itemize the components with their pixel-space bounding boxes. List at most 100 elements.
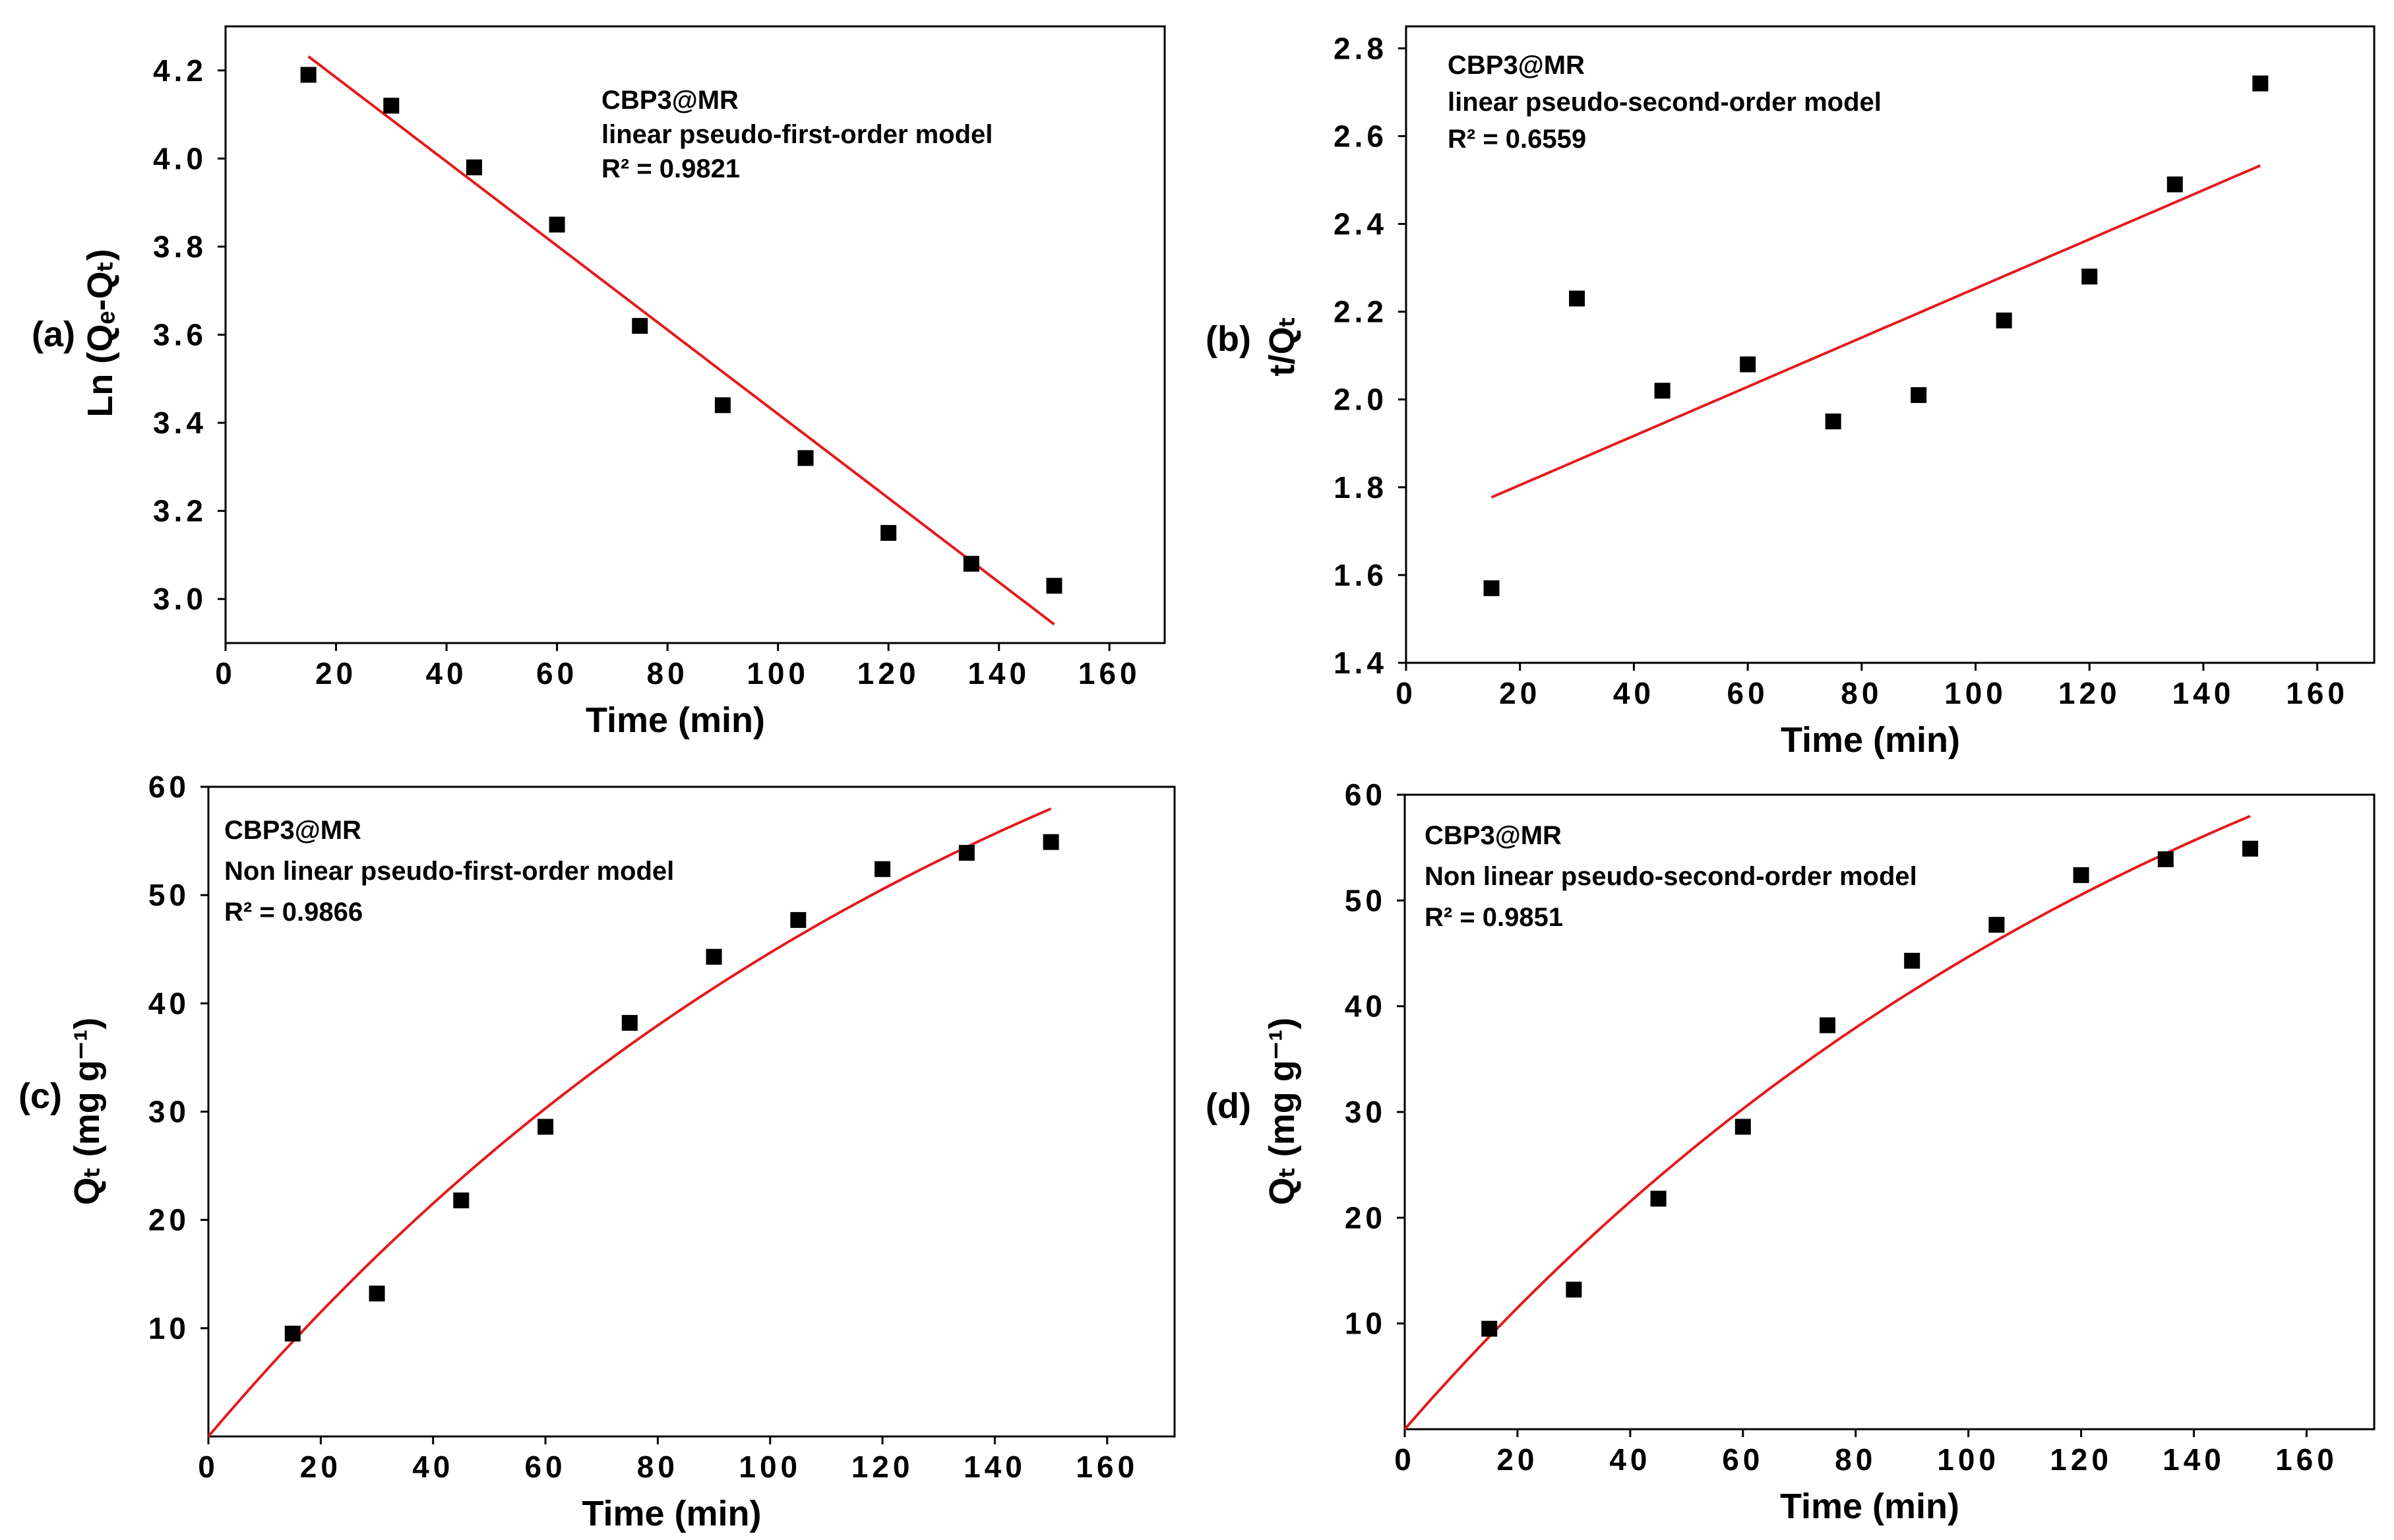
y-tick-label: 20 — [148, 1203, 190, 1237]
data-point — [632, 318, 648, 334]
x-tick-label: 140 — [967, 656, 1030, 691]
data-point — [284, 1326, 301, 1342]
annotation-line: CBP3@MR — [1448, 51, 1585, 80]
data-point — [549, 216, 565, 233]
data-point — [2242, 840, 2258, 857]
x-tick-label: 160 — [2286, 676, 2348, 710]
annotation-line: linear pseudo-second-order model — [1448, 88, 1882, 117]
x-tick-label: 20 — [1496, 1442, 1538, 1477]
x-tick-label: 80 — [647, 656, 689, 691]
y-tick-label: 3.6 — [153, 318, 207, 352]
data-point — [369, 1285, 385, 1302]
y-tick-label: 60 — [1345, 778, 1386, 812]
y-tick-label: 30 — [1345, 1095, 1386, 1129]
y-axis-label: Qₜ (mg g⁻¹) — [1262, 1018, 1302, 1205]
x-tick-label: 0 — [1394, 1442, 1415, 1477]
plot-frame-a — [224, 25, 1166, 644]
annotation-line: CBP3@MR — [1425, 821, 1562, 850]
x-tick-label: 100 — [1944, 676, 2007, 710]
data-point — [1819, 1017, 1835, 1033]
data-point — [466, 159, 482, 175]
x-tick-label: 140 — [2172, 676, 2235, 710]
y-tick-label: 2.8 — [1334, 31, 1388, 65]
data-point — [537, 1119, 554, 1135]
y-tick-label: 4.0 — [153, 141, 207, 175]
x-tick-label: 120 — [2058, 676, 2121, 710]
data-point — [2252, 75, 2269, 92]
x-axis-label: Time (min) — [586, 700, 765, 740]
x-tick-label: 160 — [2275, 1442, 2338, 1477]
panel-d: 0 20 40 60 80 100 120 140 160 10 20 30 40 50 60 Time (m… — [1206, 778, 2376, 1526]
x-tick-label: 60 — [536, 656, 578, 691]
data-point — [1904, 952, 1920, 969]
data-point — [300, 67, 317, 83]
x-tick-label: 80 — [1841, 676, 1882, 710]
data-point — [1654, 383, 1671, 399]
x-tick-label: 160 — [1078, 656, 1141, 691]
x-axis-label: Time (min) — [582, 1494, 761, 1533]
x-axis-label: Time (min) — [1781, 720, 1960, 760]
x-tick-label: 80 — [637, 1450, 679, 1484]
y-tick-label: 30 — [148, 1095, 190, 1129]
x-tick-label: 0 — [1396, 676, 1417, 710]
y-tick-label: 1.6 — [1334, 558, 1388, 592]
data-point — [790, 911, 807, 928]
y-tick-label: 3.2 — [153, 494, 207, 528]
y-tick-label: 2.2 — [1334, 295, 1388, 329]
data-point — [880, 525, 897, 541]
annotation-line: linear pseudo-first-order model — [601, 120, 993, 149]
x-tick-label: 40 — [425, 656, 467, 691]
data-point — [1569, 290, 1585, 307]
y-tick-label: 10 — [148, 1311, 190, 1345]
y-axis-label: Qₜ (mg g⁻¹) — [67, 1018, 107, 1205]
x-tick-label: 120 — [851, 1450, 914, 1484]
y-axis-label: Ln (Qₑ-Qₜ) — [80, 249, 120, 417]
data-point — [1911, 387, 1927, 404]
x-tick-label: 0 — [198, 1450, 219, 1484]
y-tick-label: 3.4 — [153, 406, 207, 440]
data-point — [453, 1192, 470, 1209]
annotation-line: CBP3@MR — [224, 816, 361, 845]
panel-label: (a) — [32, 315, 75, 354]
data-point — [1483, 580, 1500, 596]
y-tick-label: 4.2 — [153, 53, 207, 88]
annotation-line: R² = 0.9866 — [224, 898, 363, 927]
panel-label: (b) — [1206, 319, 1251, 359]
y-tick-label: 2.4 — [1334, 206, 1388, 241]
y-tick-label: 2.6 — [1334, 119, 1388, 153]
data-point — [1043, 834, 1059, 850]
data-point — [1046, 578, 1062, 594]
y-tick-label: 20 — [1345, 1200, 1386, 1235]
data-point — [706, 948, 722, 965]
x-tick-label: 60 — [524, 1450, 566, 1484]
x-tick-label: 60 — [1722, 1442, 1764, 1477]
panel-label: (c) — [18, 1076, 62, 1116]
data-point — [621, 1014, 638, 1031]
y-tick-label: 2.0 — [1334, 383, 1388, 417]
data-point — [875, 861, 891, 877]
x-tick-label: 140 — [964, 1450, 1026, 1484]
data-point — [1734, 1119, 1751, 1135]
data-point — [714, 397, 731, 414]
annotation-line: R² = 0.6559 — [1448, 125, 1586, 154]
panel-a: 0 20 40 60 80 100 120 140 160 3.0 3.2 3.4 3.6 3.8 4.0 4… — [32, 25, 1166, 740]
x-tick-label: 120 — [857, 656, 920, 691]
data-point — [958, 845, 975, 861]
data-point — [1996, 312, 2012, 328]
panel-label: (d) — [1206, 1086, 1251, 1126]
x-axis-label: Time (min) — [1780, 1487, 1959, 1526]
x-tick-label: 20 — [1499, 676, 1541, 710]
y-tick-label: 40 — [148, 986, 190, 1020]
x-tick-label: 100 — [1937, 1442, 2000, 1477]
x-tick-label: 80 — [1835, 1442, 1876, 1477]
x-tick-label: 140 — [2163, 1442, 2225, 1477]
x-tick-label: 40 — [412, 1450, 454, 1484]
x-tick-label: 120 — [2050, 1442, 2112, 1477]
data-point — [1566, 1281, 1582, 1298]
fit-line — [1490, 164, 2261, 499]
y-tick-label: 60 — [148, 770, 190, 804]
data-point — [1650, 1190, 1667, 1207]
x-tick-label: 20 — [300, 1450, 342, 1484]
y-axis-label: t/Qₜ — [1262, 317, 1302, 377]
